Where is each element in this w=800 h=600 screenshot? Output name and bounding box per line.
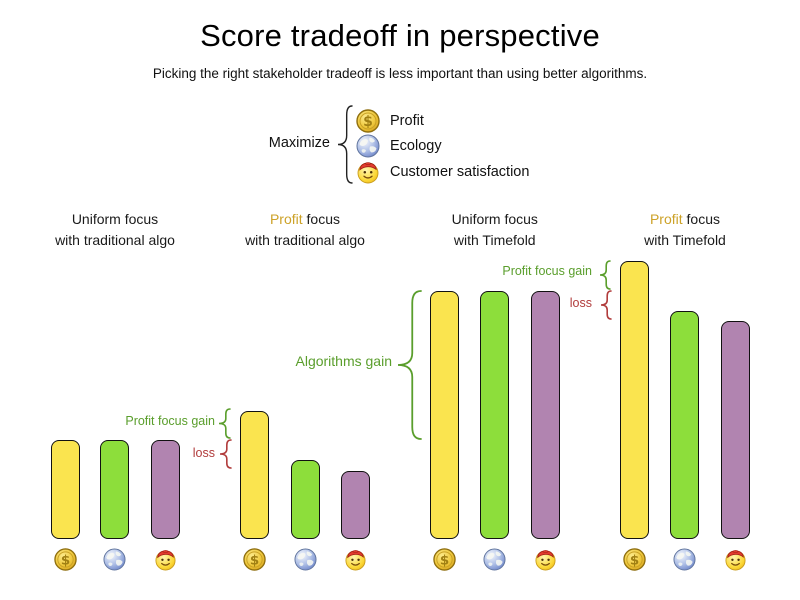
group-label: Profit focus with traditional algo xyxy=(195,209,415,251)
customer-satisfaction-bar xyxy=(341,471,370,539)
coin-icon xyxy=(54,548,77,571)
group-label: Uniform focus with traditional algo xyxy=(5,209,225,251)
group-label: Profit focus with Timefold xyxy=(575,209,795,251)
gain-brace xyxy=(397,290,422,440)
legend-item: Customer satisfaction xyxy=(356,159,529,184)
legend-item-label: Ecology xyxy=(390,138,442,154)
legend-item: Profit xyxy=(356,108,424,133)
legend-item-label: Profit xyxy=(390,112,424,129)
gain-annotation-label: Algorithms gain xyxy=(295,352,393,369)
gain-brace xyxy=(218,408,231,439)
maximize-brace xyxy=(337,105,353,184)
profit-bar xyxy=(240,411,269,539)
customer-satisfaction-bar xyxy=(150,440,180,539)
group-label-line2: with Timefold xyxy=(644,232,726,248)
legend-item: Ecology xyxy=(356,134,442,159)
loss-annotation-label: loss xyxy=(569,296,592,310)
ecology-bar xyxy=(100,440,129,539)
globe-icon xyxy=(483,548,506,571)
gain-annotation-label: Profit focus gain xyxy=(502,264,592,278)
group-label-line2: with traditional algo xyxy=(245,232,365,248)
group-label-line1: Uniform focus xyxy=(451,211,538,227)
customer-satisfaction-bar xyxy=(530,291,560,539)
loss-brace xyxy=(219,439,232,469)
legend-item-label: Customer satisfaction xyxy=(390,163,530,180)
globe-icon xyxy=(673,548,696,571)
globe-icon xyxy=(356,134,380,158)
smiley-icon xyxy=(724,548,747,571)
profit-bar xyxy=(50,440,80,539)
ecology-bar xyxy=(290,460,320,539)
ecology-bar xyxy=(670,311,699,539)
legend-maximize-label: Maximize xyxy=(268,135,330,151)
group-label-line1: focus xyxy=(682,211,721,227)
smiley-icon xyxy=(154,548,177,571)
group-label-line1: focus xyxy=(302,211,341,227)
globe-icon xyxy=(103,548,126,571)
profit-bar xyxy=(620,261,649,539)
gain-annotation-label: Profit focus gain xyxy=(125,414,215,428)
coin-icon xyxy=(623,548,646,571)
gain-brace xyxy=(599,260,611,290)
ecology-bar xyxy=(479,291,509,539)
profit-bar xyxy=(430,291,459,539)
group-label-line2: with traditional algo xyxy=(55,232,175,248)
smiley-icon xyxy=(344,548,367,571)
coin-icon xyxy=(356,109,380,133)
loss-annotation-label: loss xyxy=(192,446,215,460)
page-title: Score tradeoff in perspective xyxy=(200,18,600,53)
coin-icon xyxy=(243,548,266,571)
smiley-icon xyxy=(356,160,380,184)
customer-satisfaction-bar xyxy=(721,321,750,539)
group-label-line2: with Timefold xyxy=(453,232,536,248)
smiley-icon xyxy=(534,548,557,571)
group-label-accent: Profit xyxy=(649,211,683,227)
coin-icon xyxy=(433,548,456,571)
group-label: Uniform focus with Timefold xyxy=(385,209,605,251)
globe-icon xyxy=(294,548,317,571)
group-label-accent: Profit xyxy=(269,211,303,227)
group-label-line1: Uniform focus xyxy=(71,211,159,227)
page-subtitle: Picking the right stakeholder tradeoff i… xyxy=(152,66,648,81)
loss-brace xyxy=(600,290,612,320)
